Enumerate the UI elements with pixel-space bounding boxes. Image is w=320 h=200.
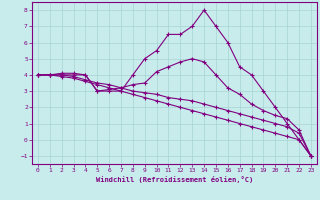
X-axis label: Windchill (Refroidissement éolien,°C): Windchill (Refroidissement éolien,°C)	[96, 176, 253, 183]
